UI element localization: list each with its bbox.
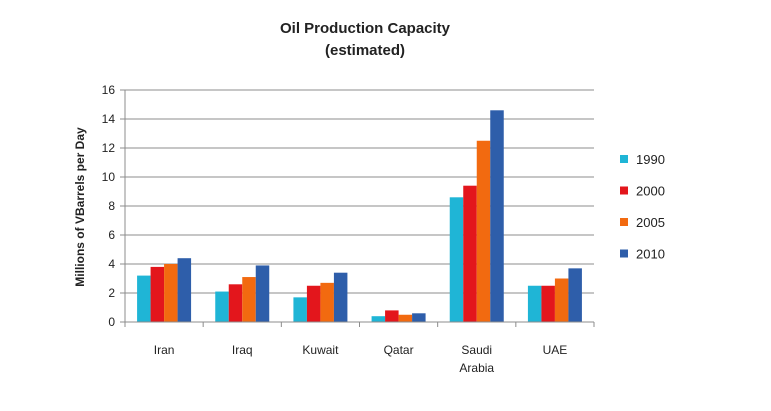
x-tick-label-line: Qatar <box>384 343 414 357</box>
y-axis-label: Millions of VBarrels per Day <box>73 127 87 287</box>
bar-2000-uae <box>541 285 555 322</box>
bar-2005-saudi-arabia <box>476 140 491 322</box>
bar-2005-uae <box>554 278 569 322</box>
legend-swatch-2010 <box>620 249 628 258</box>
bar-1990-saudi-arabia <box>449 197 464 322</box>
bar-2005-iraq <box>242 277 256 322</box>
x-tick-label: Qatar <box>384 343 414 357</box>
axes <box>120 89 595 327</box>
bar-2010-qatar <box>412 313 426 322</box>
bar-2010-iran <box>177 258 192 322</box>
bar-2000-iraq <box>228 284 243 322</box>
x-tick-label: Kuwait <box>302 343 339 357</box>
x-tick-label-line: Kuwait <box>302 343 339 357</box>
legend-label-2005: 2005 <box>636 215 665 230</box>
x-tick-label-line: Arabia <box>459 361 494 375</box>
legend-swatch-2000 <box>620 186 628 195</box>
bar-2010-kuwait <box>333 272 348 322</box>
bar-1990-qatar <box>371 316 386 322</box>
bar-2010-iraq <box>255 265 270 322</box>
x-tick-label: Iraq <box>232 343 253 357</box>
y-tick-label: 14 <box>102 112 116 126</box>
x-tick-label-line: UAE <box>543 343 568 357</box>
bar-2000-qatar <box>385 310 399 322</box>
bar-1990-kuwait <box>293 297 307 322</box>
x-tick-label: UAE <box>543 343 568 357</box>
legend: 1990 2000 2005 2010 <box>620 152 665 262</box>
x-tick-label: Saudi Arabia <box>459 343 494 375</box>
bar-1990-iraq <box>215 291 229 322</box>
bar-2000-kuwait <box>306 285 321 322</box>
y-tick-label: 12 <box>102 141 116 155</box>
y-tick-label: 6 <box>108 228 115 242</box>
bar-2000-saudi-arabia <box>463 185 477 322</box>
chart-title: Oil Production Capacity <box>280 20 451 37</box>
bar-1990-uae <box>527 285 542 322</box>
x-tick-label: Iran <box>154 343 175 357</box>
bar-2005-kuwait <box>320 282 334 322</box>
x-tick-label-line: Iran <box>154 343 175 357</box>
bar-2005-qatar <box>398 314 413 322</box>
y-tick-label: 0 <box>108 315 115 329</box>
chart-subtitle: (estimated) <box>325 42 405 59</box>
y-tick-labels: 0 2 4 6 8 10 12 14 16 <box>102 83 116 329</box>
y-tick-label: 4 <box>108 257 115 271</box>
legend-label-2000: 2000 <box>636 184 665 199</box>
y-tick-label: 8 <box>108 199 115 213</box>
y-tick-label: 10 <box>102 170 116 184</box>
legend-swatch-2005 <box>620 218 628 226</box>
x-tick-labels: Iran Iraq Kuwait Qatar Saudi Arabia UAE <box>154 343 568 375</box>
x-tick-label-line: Saudi <box>461 343 492 357</box>
legend-swatch-1990 <box>620 155 628 163</box>
legend-label-1990: 1990 <box>636 152 665 167</box>
bar-2010-uae <box>568 268 582 322</box>
y-tick-label: 2 <box>108 286 115 300</box>
bar-1990-iran <box>137 275 151 322</box>
gridlines <box>125 89 594 294</box>
y-tick-label: 16 <box>102 83 116 97</box>
bar-2005-iran <box>164 264 178 322</box>
bar-2000-iran <box>150 266 165 322</box>
bars <box>137 110 582 322</box>
x-tick-label-line: Iraq <box>232 343 253 357</box>
legend-label-2010: 2010 <box>636 247 665 262</box>
bar-2010-saudi-arabia <box>490 110 504 322</box>
